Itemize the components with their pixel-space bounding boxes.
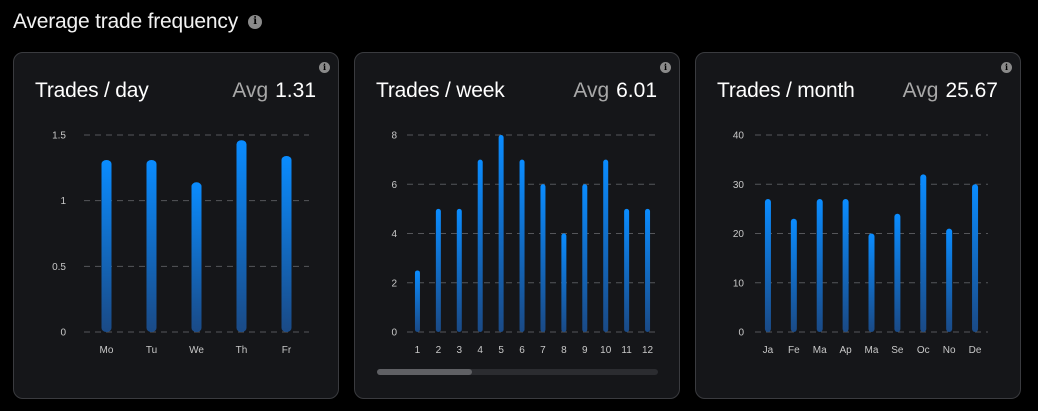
x-tick-label: De [969,345,982,356]
bar[interactable] [868,233,875,333]
trades-per-month-chart: 0 10 20 30 40 Ja Fe Ma Ap Ma Se Oc No De [733,131,988,356]
bar[interactable] [764,199,771,332]
x-tick-label: 10 [600,345,612,356]
x-tick-label: Oc [917,345,930,356]
bar[interactable] [519,159,525,332]
bar[interactable] [477,159,483,332]
bar[interactable] [456,208,462,332]
y-tick-label: 6 [391,180,397,191]
bar[interactable] [540,184,546,332]
x-tick-label: 6 [519,345,525,356]
x-tick-label: Fe [788,345,800,356]
y-tick-label: 20 [733,229,745,240]
x-tick-label: 11 [621,345,632,356]
x-tick-label: Ma [813,345,827,356]
info-icon[interactable]: i [1001,62,1012,73]
bar[interactable] [236,140,247,332]
x-tick-label: Ap [839,345,852,356]
bar[interactable] [281,156,292,332]
page-title: Average trade frequency i [13,10,262,34]
card-average: Avg 25.67 [903,79,998,103]
x-tick-label: 7 [540,345,546,356]
bar[interactable] [146,159,157,332]
x-tick-label: Tu [146,345,157,356]
bar[interactable] [842,199,849,332]
y-tick-label: 8 [391,131,397,142]
y-tick-label: 1.5 [52,131,66,142]
bar[interactable] [414,270,420,332]
trades-per-week-card: i Trades / week Avg 6.01 0 2 4 6 8 1 2 3 4 5 6 7 8 9 10… [354,52,680,399]
x-tick-label: Fr [282,345,292,356]
y-tick-label: 4 [391,229,397,240]
bar[interactable] [972,184,979,332]
bar[interactable] [946,228,953,332]
bar[interactable] [920,174,927,332]
card-title: Trades / day [35,79,149,102]
card-average: Avg 1.31 [232,79,316,103]
bar[interactable] [561,233,567,333]
x-tick-label: Mo [100,345,114,356]
trades-per-day-chart: 0 0.5 1 1.5 Mo Tu We Th Fr [52,131,309,356]
bar[interactable] [624,208,630,332]
bar[interactable] [790,218,797,332]
x-tick-label: 1 [415,345,421,356]
trades-per-month-card: i Trades / month Avg 25.67 0 10 20 30 40 Ja Fe M… [695,52,1021,399]
y-tick-label: 2 [391,278,397,289]
page-title-text: Average trade frequency [13,10,238,33]
x-tick-label: No [943,345,956,356]
bar[interactable] [101,159,112,332]
y-tick-label: 40 [733,131,745,142]
bar[interactable] [603,159,609,332]
card-average: Avg 6.01 [573,79,657,103]
avg-value: 25.67 [945,79,998,102]
y-tick-label: 30 [733,180,745,191]
x-tick-label: We [189,345,204,356]
info-icon[interactable]: i [660,62,671,73]
avg-value: 1.31 [275,79,316,102]
y-tick-label: 10 [733,278,745,289]
trades-per-day-card: i Trades / day Avg 1.31 0 0.5 1 1.5 Mo Tu We Th F… [13,52,339,399]
bar[interactable] [582,184,588,332]
avg-label: Avg [232,79,269,102]
avg-label: Avg [902,79,939,102]
card-title: Trades / month [717,79,855,102]
x-tick-label: 5 [498,345,504,356]
chart-scrollbar[interactable] [377,369,658,375]
y-tick-label: 1 [60,196,66,207]
bar[interactable] [191,182,202,332]
x-tick-label: Th [236,345,248,356]
bar[interactable] [816,199,823,332]
x-tick-label: 8 [561,345,567,356]
info-icon[interactable]: i [248,15,262,29]
bar[interactable] [498,135,504,332]
bar[interactable] [894,213,901,332]
avg-value: 6.01 [616,79,657,102]
bar[interactable] [645,208,651,332]
info-icon[interactable]: i [319,62,330,73]
scrollbar-thumb[interactable] [377,369,472,375]
y-tick-label: 0 [60,328,66,339]
x-tick-label: 4 [477,345,483,356]
bar[interactable] [435,208,441,332]
avg-label: Avg [573,79,610,102]
y-tick-label: 0 [738,328,744,339]
x-tick-label: Ma [865,345,879,356]
y-tick-label: 0 [391,328,397,339]
x-tick-label: 2 [436,345,442,356]
x-tick-label: Ja [763,345,774,356]
x-tick-label: 3 [457,345,463,356]
card-title: Trades / week [376,79,505,102]
x-tick-label: Se [891,345,904,356]
x-tick-label: 12 [642,345,654,356]
x-tick-label: 9 [582,345,588,356]
y-tick-label: 0.5 [52,262,66,273]
